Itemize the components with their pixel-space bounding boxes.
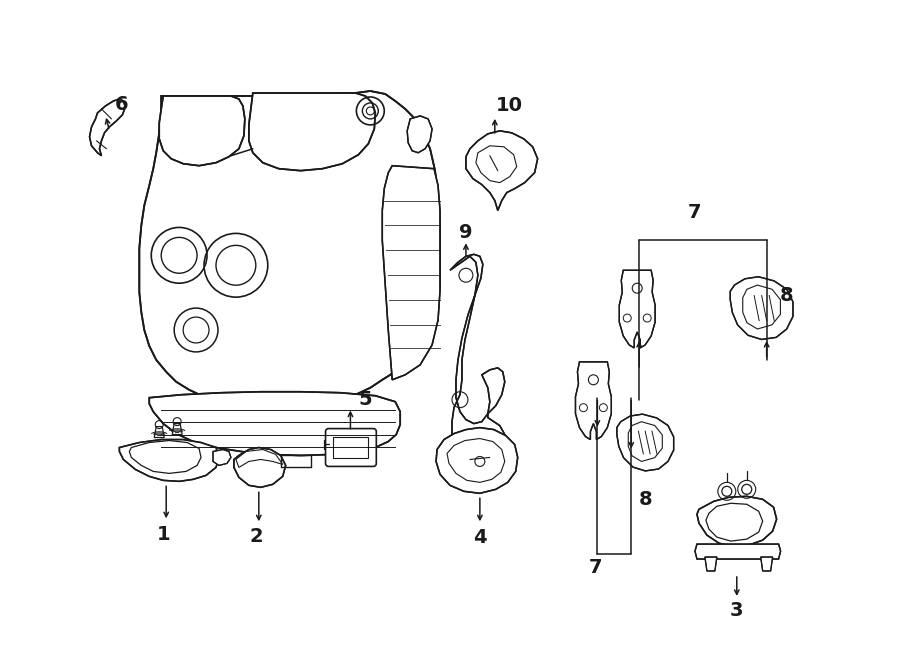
Polygon shape [697, 496, 777, 547]
Text: 7: 7 [688, 203, 702, 222]
Text: 5: 5 [358, 390, 373, 409]
Polygon shape [436, 428, 518, 493]
Bar [334, 436, 368, 459]
Polygon shape [760, 557, 772, 571]
Text: 1: 1 [157, 525, 170, 543]
Polygon shape [382, 166, 440, 380]
Polygon shape [248, 93, 375, 171]
Text: 6: 6 [114, 95, 128, 114]
Text: 9: 9 [459, 223, 472, 242]
Polygon shape [120, 440, 219, 481]
Polygon shape [730, 277, 793, 340]
Polygon shape [159, 96, 245, 166]
Polygon shape [149, 392, 400, 455]
FancyBboxPatch shape [326, 428, 376, 467]
Polygon shape [213, 449, 231, 465]
Text: 7: 7 [589, 557, 602, 576]
Text: 4: 4 [473, 527, 487, 547]
Polygon shape [234, 447, 285, 487]
Polygon shape [140, 91, 440, 410]
Polygon shape [695, 544, 780, 559]
Polygon shape [172, 424, 182, 434]
Text: 3: 3 [730, 602, 743, 620]
Polygon shape [154, 426, 164, 438]
Polygon shape [619, 270, 655, 348]
Polygon shape [407, 116, 432, 153]
Polygon shape [89, 99, 125, 156]
Polygon shape [705, 557, 717, 571]
Text: 10: 10 [496, 97, 523, 116]
Polygon shape [616, 414, 674, 471]
Polygon shape [450, 254, 505, 455]
Text: 8: 8 [638, 490, 652, 509]
Polygon shape [466, 131, 537, 210]
Polygon shape [575, 362, 611, 440]
Text: 8: 8 [779, 286, 794, 305]
Text: 2: 2 [249, 527, 263, 545]
